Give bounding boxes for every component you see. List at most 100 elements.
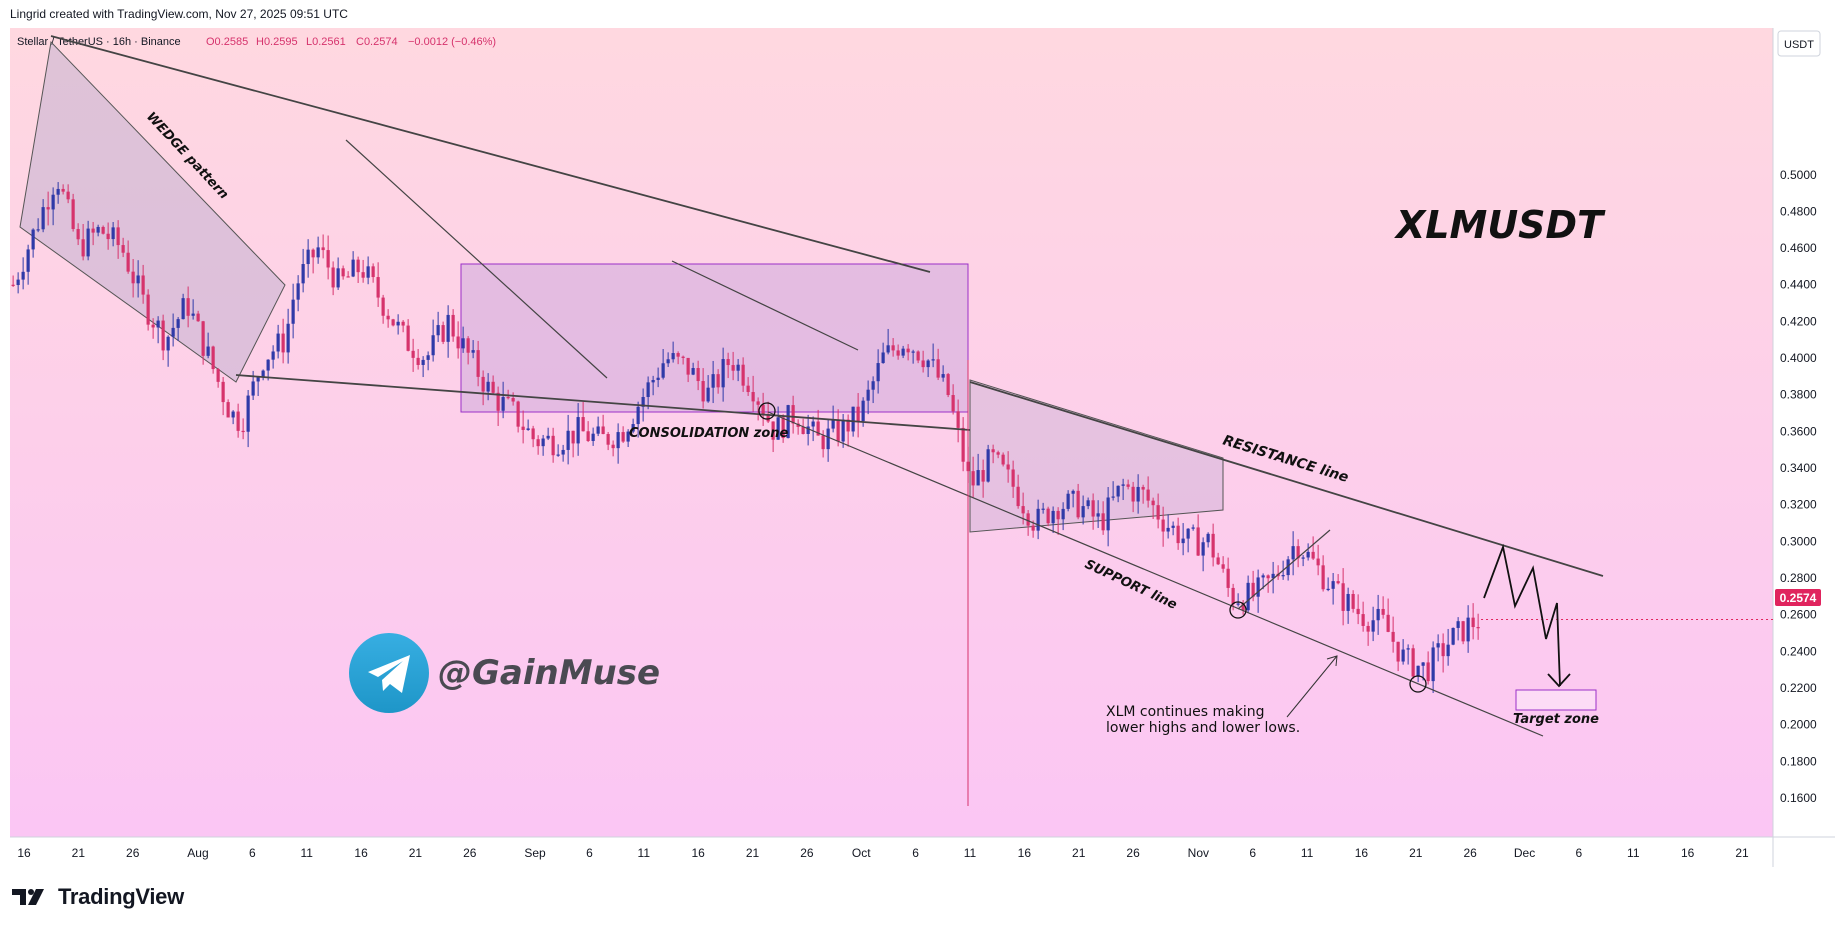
time-tick-label: 16 [1681,846,1695,860]
time-tick-label: Oct [852,846,871,860]
candle-body [706,387,710,402]
candle-body [631,424,635,432]
time-tick-label: 21 [1735,846,1749,860]
candle-body [1351,593,1355,609]
candle-body [306,249,310,265]
candle-body [86,228,90,257]
candle-body [1316,558,1320,566]
candle-body [121,245,125,253]
price-tick-label: 0.2600 [1780,608,1817,622]
candle-body [1011,469,1015,487]
candle-body [901,348,905,356]
candle-body [636,406,640,425]
candle-body [511,398,515,402]
candle-body [131,271,135,284]
candle-body [556,454,560,456]
candle-body [1206,533,1210,543]
candle-body [926,360,930,368]
candle-body [671,353,675,360]
price-axis-background [1773,28,1835,837]
target-zone-label: Target zone [1513,712,1599,727]
candle-body [971,471,975,486]
candle-body [1371,620,1375,632]
time-tick-label: Aug [187,846,208,860]
candle-body [666,359,670,364]
candle-body [1136,486,1140,502]
candle-body [836,420,840,442]
candle-body [701,381,705,402]
candle-body [1106,497,1110,531]
candle-body [261,370,265,378]
candle-body [1431,647,1435,682]
candle-body [581,417,585,432]
candle-body [1156,505,1160,520]
time-tick-label: 16 [17,846,31,860]
time-tick-label: 11 [638,846,651,860]
candle-body [1001,454,1005,465]
candle-body [906,348,910,353]
candle-body [541,438,545,447]
candle-body [866,389,870,401]
candle-body [896,350,900,356]
candle-body [1036,508,1040,531]
time-tick-label: 21 [72,846,86,860]
candle-body [426,355,430,360]
time-tick-label: 16 [691,846,705,860]
tradingview-logo[interactable]: TradingView [12,884,184,910]
target-zone-box[interactable] [1515,689,1597,711]
telegram-badge: @GainMuse [349,633,660,713]
plot-background [10,28,1773,837]
candle-body [1101,513,1105,531]
time-tick-label: 16 [354,846,368,860]
minor-downtrend-line-1 [345,139,608,379]
time-tick-label: 11 [300,846,313,860]
candle-body [161,320,165,351]
candle-body [1071,490,1075,494]
candle-body [1231,587,1235,605]
candle-body [406,325,410,351]
candle-body [521,426,525,430]
candle-body [21,271,25,280]
time-tick-label: 6 [586,846,593,860]
candle-body [1046,508,1050,524]
legend-open: O0.2585 [206,36,248,48]
candle-body [911,351,915,353]
candle-body [31,229,35,250]
currency-badge[interactable]: USDT [1777,30,1821,57]
candle-body [1451,627,1455,645]
candle-body [126,252,130,272]
time-tick-label: 26 [126,846,140,860]
pattern-fills [19,40,1597,711]
candle-body [1271,573,1275,579]
candle-body [106,233,110,240]
candle-body [231,411,235,418]
candle-body [756,401,760,405]
candle-body [1151,500,1155,506]
candle-body [1216,557,1220,565]
candle-body [1331,581,1335,589]
time-tick-label: 6 [1249,846,1256,860]
candle-body [176,319,180,328]
candle-body [216,369,220,382]
candle-body [1006,464,1010,470]
candle-body [266,359,270,371]
candle-body [471,350,475,353]
tradingview-brand: TradingView [58,884,184,909]
candle-body [1251,582,1255,597]
candle-body [1416,665,1420,677]
time-tick-label: 16 [1355,846,1369,860]
candle-body [931,359,935,361]
candle-body [641,397,645,407]
candle-body [1286,559,1290,576]
candle-body [201,321,205,356]
comment-note: XLM continues making lower highs and low… [1106,704,1300,736]
wedge-upper-line [50,35,931,273]
candle-body [846,419,850,432]
candle-body [721,359,725,388]
candle-body [451,314,455,337]
candle-body [1436,643,1440,648]
candle-body [716,374,720,388]
candle-body [816,421,820,436]
candle-body [1461,621,1465,642]
